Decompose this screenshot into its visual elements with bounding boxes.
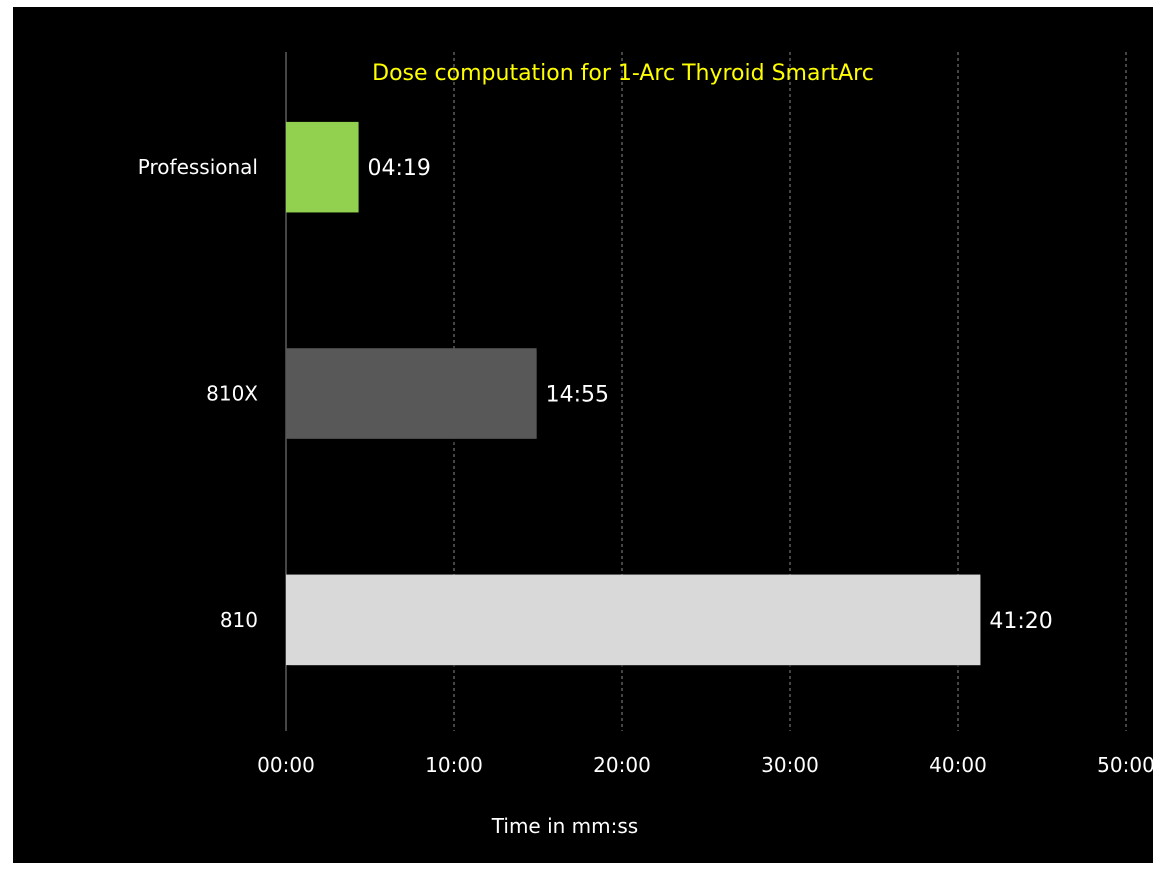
bar-810 [286, 574, 981, 666]
data-label: 04:19 [368, 156, 431, 181]
category-label: 810 [220, 608, 258, 632]
x-tick-label: 40:00 [929, 753, 987, 777]
data-label: 41:20 [989, 609, 1052, 634]
bars [286, 121, 981, 666]
x-tick-label: 00:00 [257, 753, 315, 777]
x-axis-title: Time in mm:ss [491, 814, 638, 838]
chart-background [13, 7, 1153, 863]
category-label: Professional [138, 155, 258, 179]
x-tick-label: 30:00 [761, 753, 819, 777]
data-label: 14:55 [546, 383, 609, 408]
chart-title: Dose computation for 1-Arc Thyroid Smart… [372, 61, 874, 86]
x-tick-label: 20:00 [593, 753, 651, 777]
x-tick-label: 50:00 [1097, 753, 1153, 777]
bar-810x [286, 348, 537, 439]
x-tick-label: 10:00 [425, 753, 483, 777]
category-label: 810X [206, 382, 258, 406]
labels: 00:00 10:00 20:00 30:00 40:00 50:00 Profession… [138, 155, 1153, 777]
bar-professional [286, 121, 359, 213]
